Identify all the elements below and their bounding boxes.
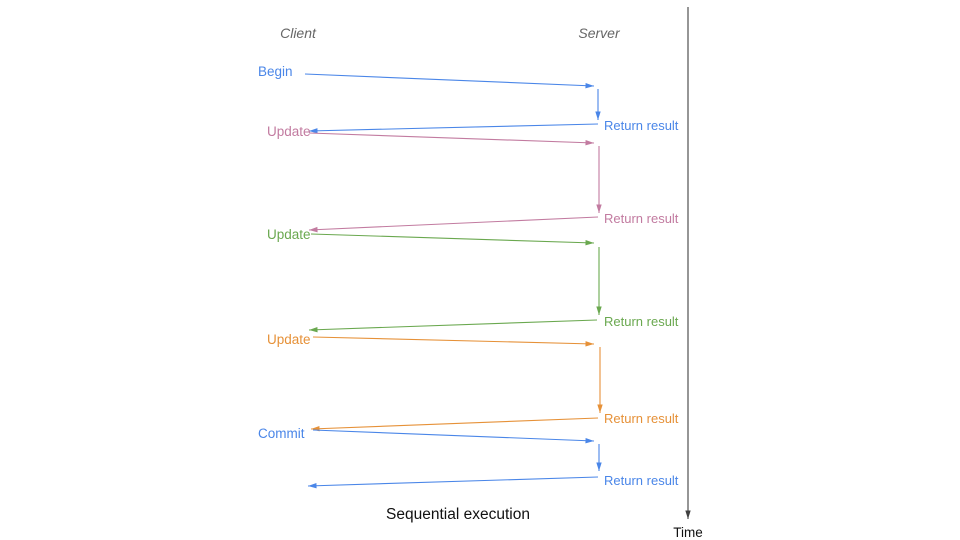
arrowhead xyxy=(596,204,602,213)
return-arrow xyxy=(307,476,599,487)
diagram-caption: Sequential execution xyxy=(386,506,530,523)
op-begin-lines xyxy=(304,73,601,134)
arrowhead xyxy=(585,82,594,89)
request-arrow xyxy=(312,336,595,345)
client-lifeline-header: Client xyxy=(280,25,317,41)
return-arrow xyxy=(310,417,599,430)
return-arrow xyxy=(308,216,599,231)
arrowhead xyxy=(309,226,318,233)
arrowhead xyxy=(585,437,594,444)
return-result-label: Return result xyxy=(604,211,679,226)
operation-label-begin: Begin xyxy=(258,64,293,79)
request-arrow xyxy=(310,233,595,244)
return-result-label: Return result xyxy=(604,473,679,488)
server-lifeline-header: Server xyxy=(578,25,621,41)
arrowhead xyxy=(596,306,602,315)
arrowhead xyxy=(596,462,602,471)
request-arrow xyxy=(304,73,595,87)
op-update1-lines xyxy=(308,132,602,233)
return-arrow xyxy=(308,123,599,132)
arrowhead xyxy=(308,483,317,489)
arrowhead xyxy=(309,128,318,134)
op-update2-lines xyxy=(308,233,602,333)
time-axis-label: Time xyxy=(673,525,703,540)
arrowhead xyxy=(585,140,594,146)
return-result-label: Return result xyxy=(604,314,679,329)
arrowhead xyxy=(685,510,691,519)
operation-label-commit: Commit xyxy=(258,426,305,441)
op-update3-lines xyxy=(310,336,603,432)
return-result-label: Return result xyxy=(604,411,679,426)
arrowhead xyxy=(309,327,318,333)
operation-label-update-2: Update xyxy=(267,227,311,242)
operation-label-update-1: Update xyxy=(267,124,311,139)
operation-label-update-3: Update xyxy=(267,332,311,347)
arrowhead xyxy=(585,240,594,246)
arrowhead xyxy=(585,341,594,347)
time-axis xyxy=(685,7,691,519)
request-arrow xyxy=(308,132,595,144)
return-arrow xyxy=(308,319,598,331)
request-arrow xyxy=(312,429,595,442)
return-result-label: Return result xyxy=(604,118,679,133)
arrowhead xyxy=(597,404,603,413)
arrowhead xyxy=(595,111,601,120)
op-commit-lines xyxy=(307,429,602,489)
